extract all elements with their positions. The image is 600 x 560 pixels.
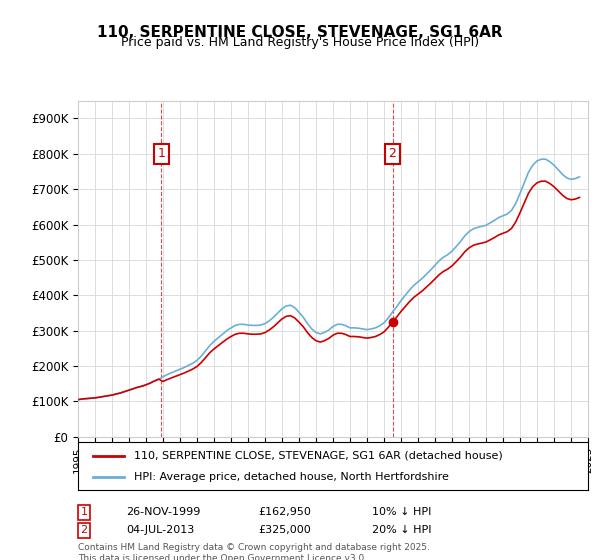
Text: Price paid vs. HM Land Registry's House Price Index (HPI): Price paid vs. HM Land Registry's House … (121, 36, 479, 49)
Text: HPI: Average price, detached house, North Hertfordshire: HPI: Average price, detached house, Nort… (134, 472, 449, 482)
Text: 2: 2 (389, 147, 397, 160)
Text: 20% ↓ HPI: 20% ↓ HPI (372, 525, 431, 535)
Text: 26-NOV-1999: 26-NOV-1999 (126, 507, 200, 517)
Text: £162,950: £162,950 (258, 507, 311, 517)
Text: Contains HM Land Registry data © Crown copyright and database right 2025.
This d: Contains HM Land Registry data © Crown c… (78, 543, 430, 560)
Text: 110, SERPENTINE CLOSE, STEVENAGE, SG1 6AR: 110, SERPENTINE CLOSE, STEVENAGE, SG1 6A… (97, 25, 503, 40)
Text: 10% ↓ HPI: 10% ↓ HPI (372, 507, 431, 517)
Text: 110, SERPENTINE CLOSE, STEVENAGE, SG1 6AR (detached house): 110, SERPENTINE CLOSE, STEVENAGE, SG1 6A… (134, 451, 503, 461)
Text: 2: 2 (80, 525, 88, 535)
Text: 04-JUL-2013: 04-JUL-2013 (126, 525, 194, 535)
Text: £325,000: £325,000 (258, 525, 311, 535)
Text: 1: 1 (80, 507, 88, 517)
Text: 1: 1 (157, 147, 165, 160)
